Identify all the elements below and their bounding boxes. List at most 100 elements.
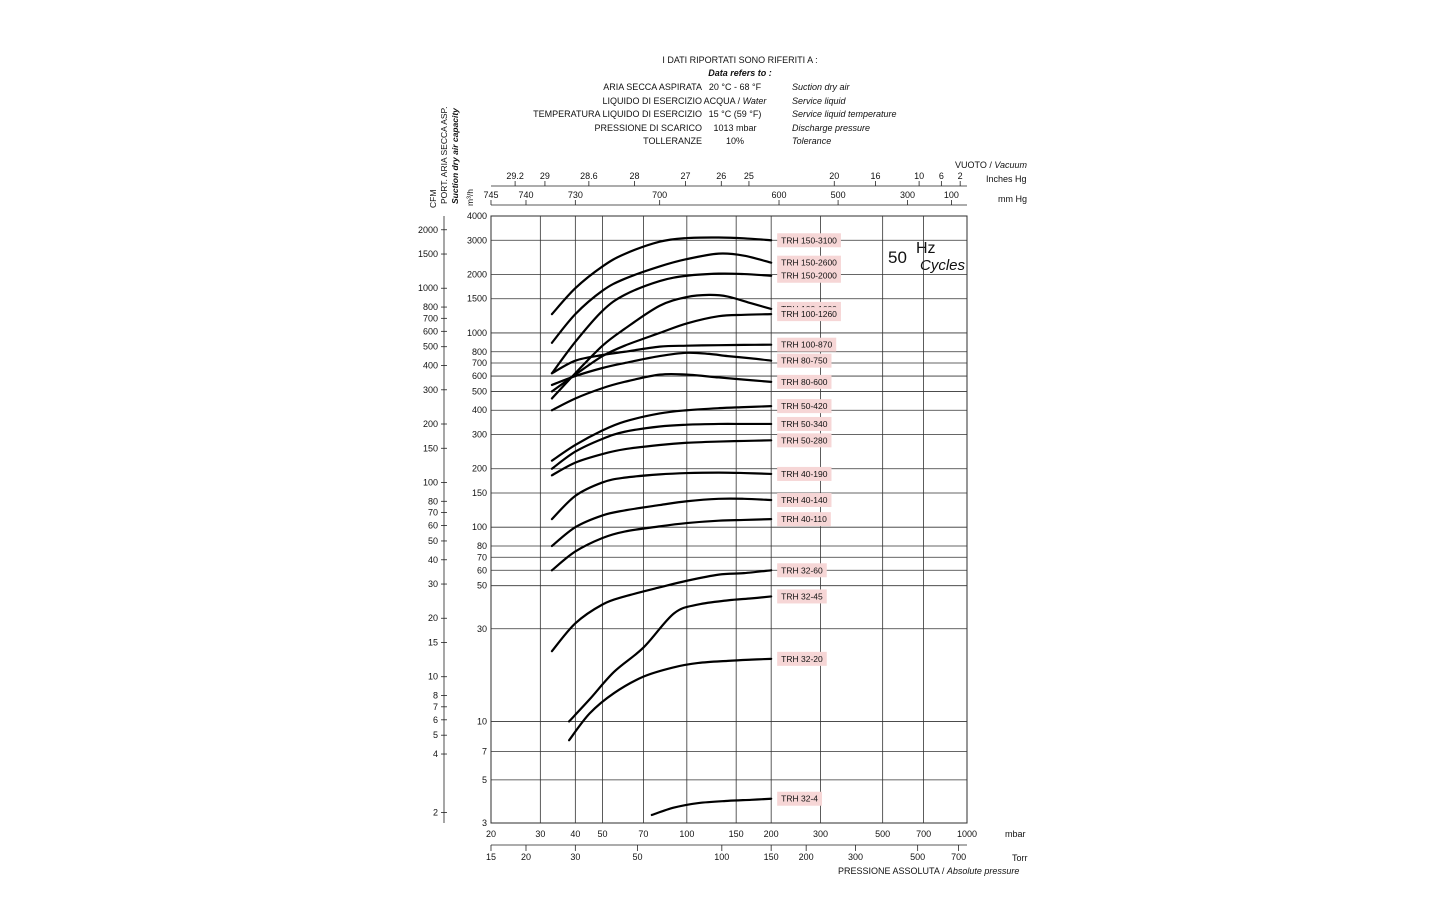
series-label: TRH 80-600 <box>777 374 832 389</box>
header-row-en-label: Discharge pressure <box>792 123 871 133</box>
y-tick-label-m3h: 150 <box>472 488 487 498</box>
y-tick-label-m3h: 1500 <box>467 294 487 304</box>
y-axis-m3h-label: m³/h <box>465 189 475 206</box>
series-label-text: TRH 150-3100 <box>781 235 837 245</box>
x-tick-label-mmhg: 100 <box>944 190 959 200</box>
series-label-text: TRH 150-2600 <box>781 258 837 268</box>
header-row-value: 15 °C (59 °F) <box>708 109 762 119</box>
series-label: TRH 50-420 <box>777 399 832 414</box>
x-tick-label-torr: 700 <box>951 852 966 862</box>
y-tick-label-cfm: 150 <box>423 443 438 453</box>
header-row-it-label: TOLLERANZE <box>643 136 702 146</box>
x-tick-label-mbar: 1000 <box>957 829 977 839</box>
series-label: TRH 32-45 <box>777 589 827 604</box>
x-tick-label-mmhg: 500 <box>831 190 846 200</box>
x-tick-label-inhg: 10 <box>914 171 924 181</box>
x-tick-label-mbar: 500 <box>875 829 890 839</box>
series-label-text: TRH 40-140 <box>781 495 828 505</box>
y-tick-label-cfm: 2000 <box>418 225 438 235</box>
y-axis-titles: CFM PORT. ARIA SECCA ASP. Suction dry ai… <box>428 107 475 208</box>
x-tick-label-mbar: 40 <box>570 829 580 839</box>
series-line <box>550 518 773 572</box>
frequency-unit-en: Cycles <box>920 257 966 274</box>
y-tick-label-cfm: 6 <box>433 715 438 725</box>
series-label-background <box>777 589 827 604</box>
series-line <box>550 372 773 412</box>
frequency-unit: Hz <box>916 240 936 257</box>
series-label-background <box>777 791 823 806</box>
x-tick-label-mbar: 70 <box>638 829 648 839</box>
series-label-text: TRH 80-750 <box>781 356 828 366</box>
vacuum-label: VUOTO / Vacuum <box>955 160 1028 170</box>
x-tick-label-mbar: 100 <box>679 829 694 839</box>
series-line <box>550 497 773 548</box>
y-tick-label-cfm: 5 <box>433 730 438 740</box>
y-tick-label-cfm: 500 <box>423 342 438 352</box>
y-tick-label-m3h: 50 <box>477 581 487 591</box>
header-row-value: 10% <box>725 136 744 146</box>
mbar-unit: mbar <box>1005 829 1026 839</box>
series-label-background <box>777 651 827 666</box>
series-line <box>550 351 773 387</box>
y-tick-label-m3h: 3 <box>482 818 487 828</box>
y-tick-label-cfm: 2 <box>433 807 438 817</box>
series-label-background <box>777 563 827 578</box>
x-tick-label-torr: 50 <box>632 852 642 862</box>
x-tick-label-torr: 30 <box>570 852 580 862</box>
series-line <box>550 405 773 462</box>
x-tick-label-mbar: 150 <box>729 829 744 839</box>
y-tick-label-cfm: 1500 <box>418 249 438 259</box>
y-tick-label-m3h: 600 <box>472 371 487 381</box>
absolute-pressure-label: PRESSIONE ASSOLUTA / Absolute pressure <box>838 866 1020 876</box>
y-tick-label-m3h: 200 <box>472 464 487 474</box>
y-tick-label-m3h: 70 <box>477 552 487 562</box>
header-row-en-label: Suction dry air <box>792 82 850 92</box>
series-label-background <box>777 416 832 431</box>
y-tick-label-m3h: 3000 <box>467 235 487 245</box>
x-tick-label-inhg: 28.6 <box>580 171 598 181</box>
series-label-background <box>777 466 832 481</box>
y-tick-label-m3h: 700 <box>472 358 487 368</box>
y-tick-label-cfm: 70 <box>428 508 438 518</box>
y-tick-label-m3h: 800 <box>472 347 487 357</box>
header-row-it-label: LIQUIDO DI ESERCIZIO <box>602 96 702 106</box>
y-axis-cfm-label: CFM <box>428 190 438 208</box>
series-label-text: TRH 50-280 <box>781 435 828 445</box>
x-tick-label-inhg: 29.2 <box>506 171 524 181</box>
y-tick-label-cfm: 40 <box>428 555 438 565</box>
y-tick-label-m3h: 60 <box>477 565 487 575</box>
series-line <box>550 422 773 470</box>
header-row-en-label: Tolerance <box>792 136 832 146</box>
y-tick-label-cfm: 7 <box>433 702 438 712</box>
x-tick-label-mmhg: 300 <box>900 190 915 200</box>
series-line <box>567 657 773 742</box>
series-label: TRH 32-4 <box>777 791 823 806</box>
x-tick-label-mmhg: 730 <box>568 190 583 200</box>
series-line <box>550 236 773 316</box>
axis-ticks: 20 30 40 50 70 100 150 200 300 500 700 1000 3 5 7 10 30 5… <box>418 171 977 862</box>
y-tick-label-m3h: 1000 <box>467 328 487 338</box>
series-line <box>567 595 773 723</box>
series-label-background <box>777 399 832 414</box>
y-tick-label-m3h: 30 <box>477 624 487 634</box>
y-tick-label-cfm: 200 <box>423 419 438 429</box>
y-tick-label-m3h: 500 <box>472 386 487 396</box>
series-label: TRH 80-750 <box>777 353 832 368</box>
header-row-it-label: TEMPERATURA LIQUIDO DI ESERCIZIO <box>533 109 702 119</box>
y-tick-label-cfm: 1000 <box>418 283 438 293</box>
x-tick-label-inhg: 16 <box>870 171 880 181</box>
header-row-value: 20 °C - 68 °F <box>708 82 762 92</box>
series-label: TRH 100-870 <box>777 337 837 352</box>
y-tick-label-m3h: 80 <box>477 541 487 551</box>
y-tick-label-cfm: 700 <box>423 313 438 323</box>
y-tick-label-cfm: 8 <box>433 691 438 701</box>
series-label-text: TRH 32-4 <box>781 794 818 804</box>
y-tick-label-cfm: 400 <box>423 361 438 371</box>
x-tick-label-inhg: 25 <box>744 171 754 181</box>
y-tick-label-cfm: 60 <box>428 521 438 531</box>
x-tick-label-inhg: 28 <box>629 171 639 181</box>
series-line <box>650 797 773 817</box>
series-label: TRH 50-340 <box>777 416 832 431</box>
x-tick-label-inhg: 20 <box>829 171 839 181</box>
x-tick-label-torr: 20 <box>521 852 531 862</box>
